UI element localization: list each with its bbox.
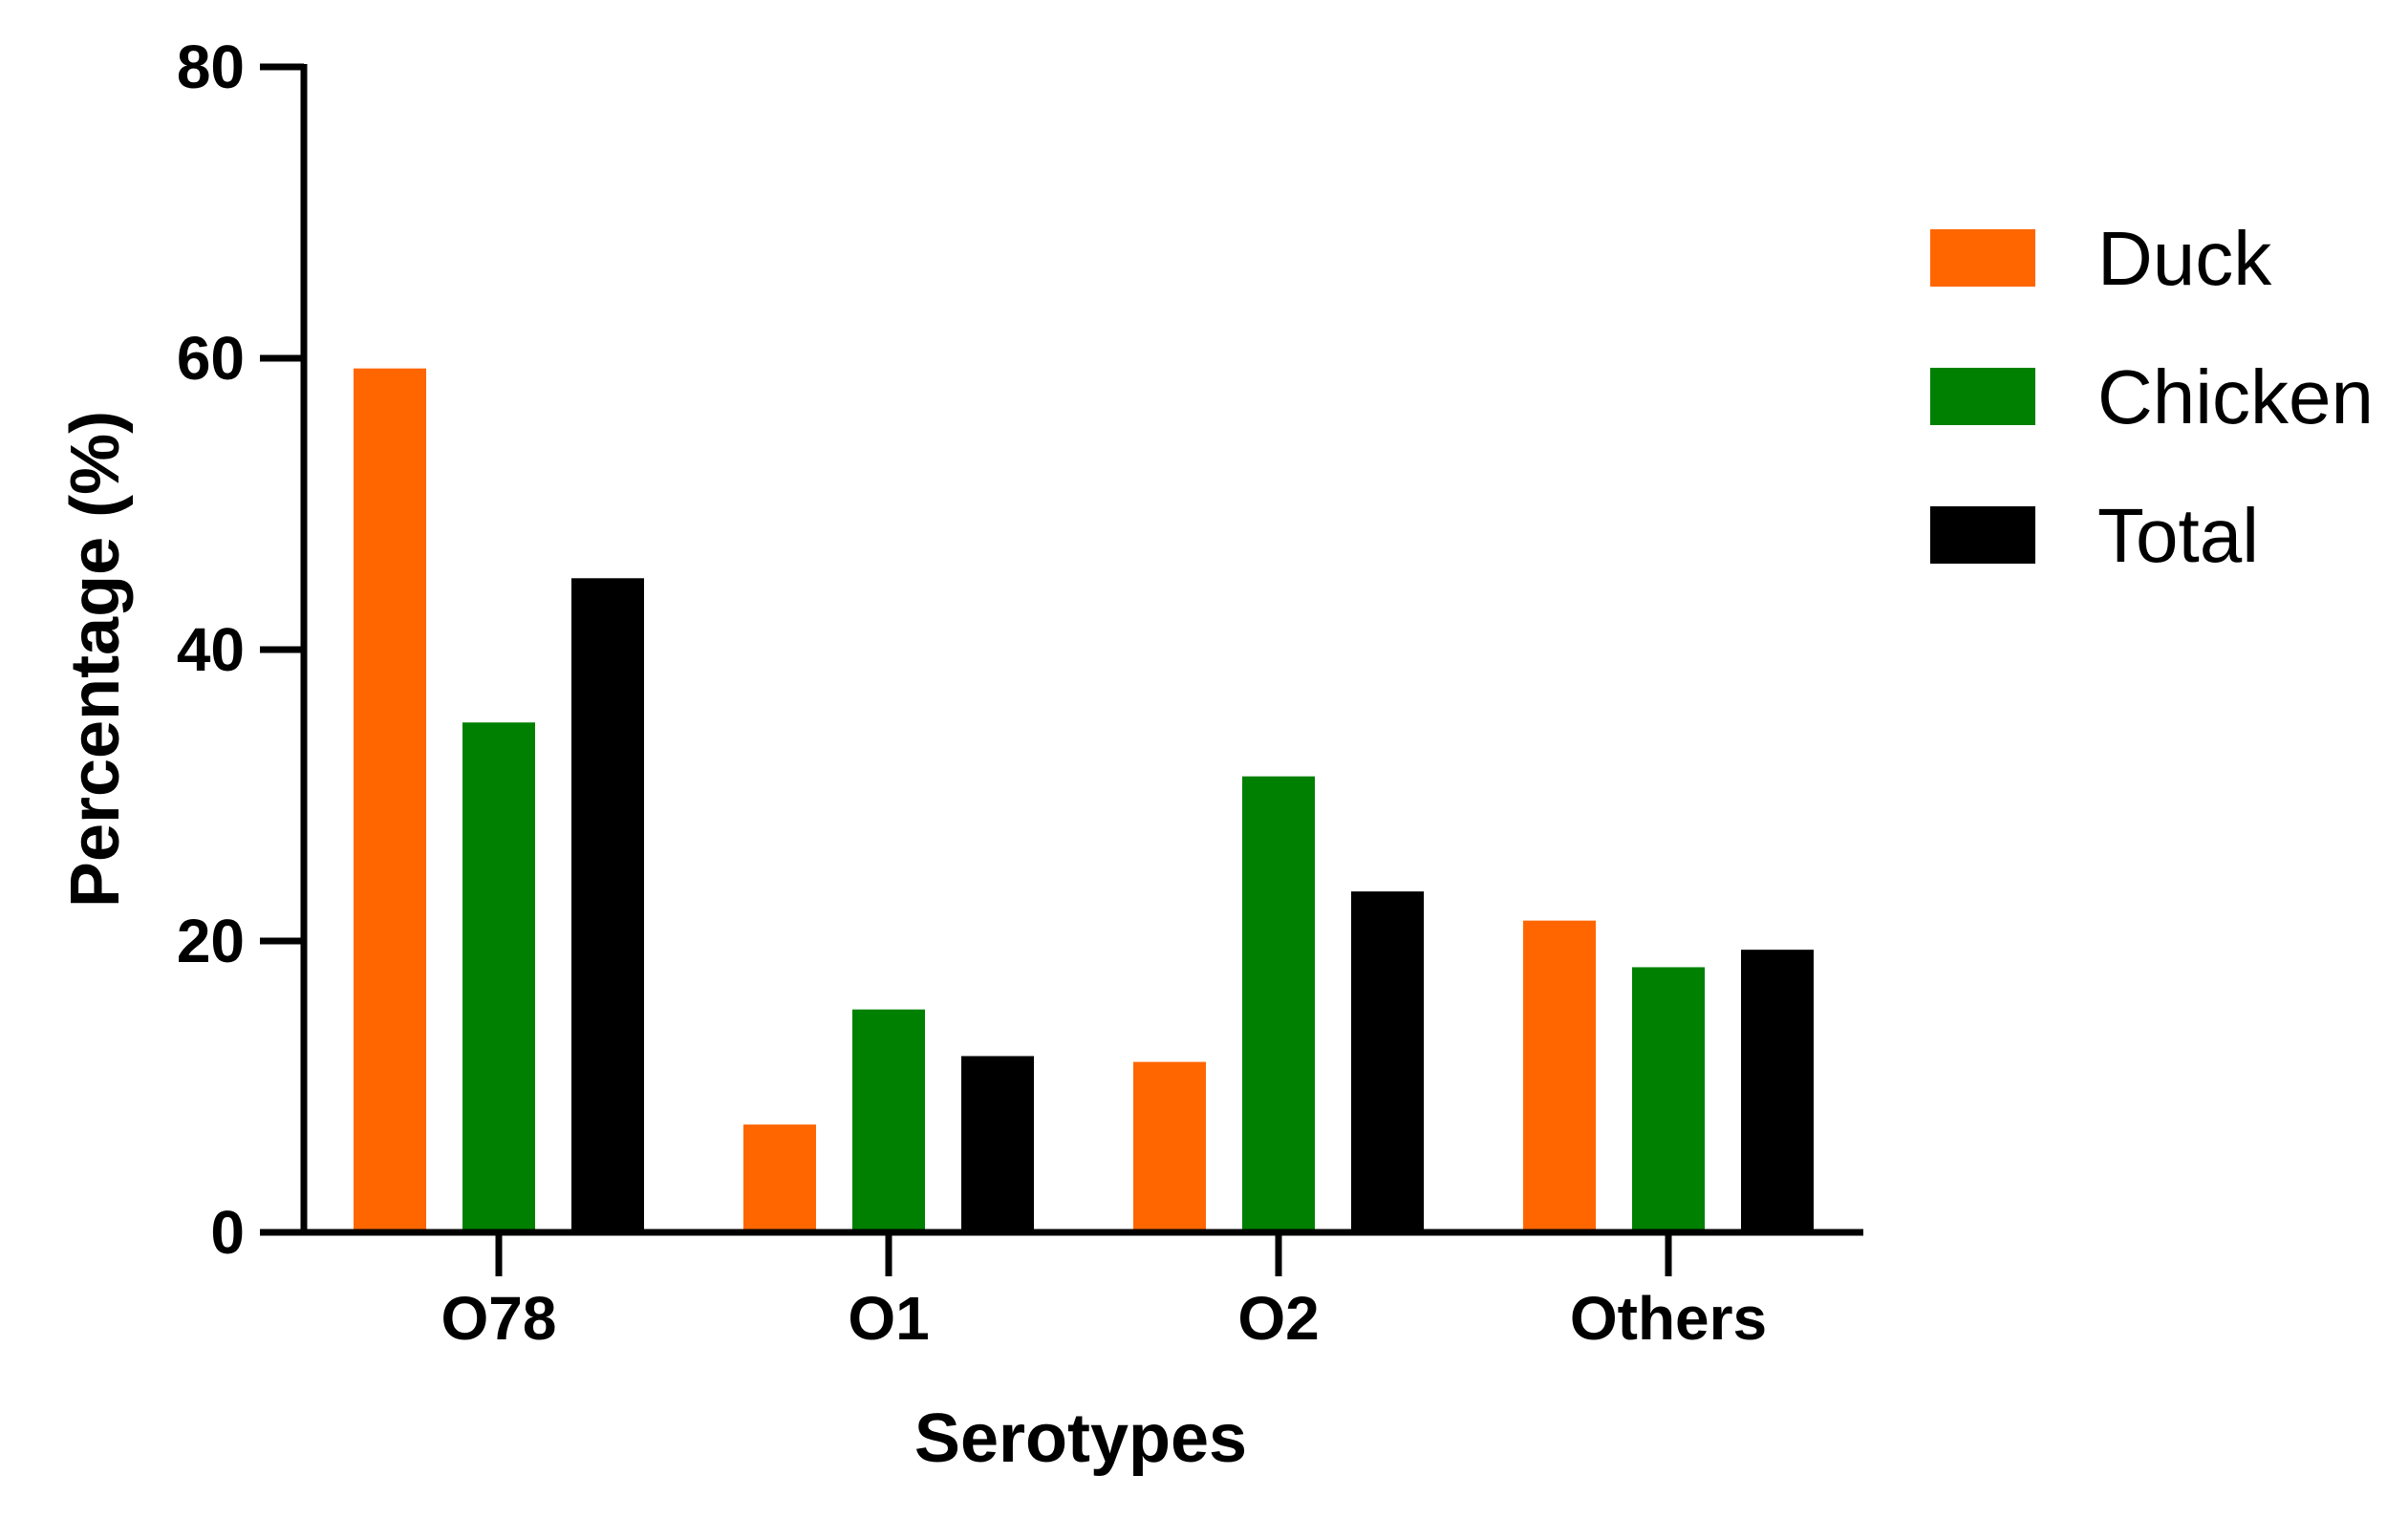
bar-chicken-o1	[852, 1009, 925, 1232]
y-axis-title: Percentage (%)	[57, 411, 134, 908]
bar-total-o78	[571, 578, 644, 1232]
bar-chicken-o2	[1242, 776, 1315, 1232]
bar-chicken-others	[1632, 967, 1705, 1232]
legend-swatch-duck	[1930, 229, 2035, 287]
legend: Duck Chicken Total	[1930, 216, 2374, 578]
x-axis-title: Serotypes	[914, 1400, 1247, 1477]
y-tick-label: 40	[177, 615, 245, 684]
y-tick-label: 0	[210, 1198, 245, 1267]
bar-total-o2	[1351, 891, 1424, 1232]
bar-duck-o2	[1133, 1061, 1206, 1232]
x-tick-label: Others	[1570, 1284, 1767, 1353]
legend-label-duck: Duck	[2097, 216, 2272, 301]
y-ticks: 0 20 40 60 80	[177, 32, 304, 1267]
bar-total-others	[1741, 950, 1814, 1232]
legend-swatch-chicken	[1930, 368, 2035, 425]
bar-duck-o78	[354, 368, 426, 1232]
x-tick-label: O78	[441, 1284, 557, 1353]
bars-layer	[354, 368, 1814, 1232]
x-ticks: O78 O1 O2 Others	[441, 1232, 1767, 1353]
bar-total-o1	[961, 1056, 1034, 1232]
y-tick-label: 20	[177, 907, 245, 975]
legend-swatch-total	[1930, 506, 2035, 564]
y-tick-label: 60	[177, 324, 245, 393]
x-tick-label: O2	[1237, 1284, 1319, 1353]
bar-duck-o1	[743, 1124, 816, 1232]
bar-chicken-o78	[462, 722, 535, 1232]
legend-label-total: Total	[2097, 493, 2259, 578]
bar-duck-others	[1523, 920, 1596, 1232]
x-tick-label: O1	[848, 1284, 929, 1353]
y-tick-label: 80	[177, 32, 245, 101]
legend-label-chicken: Chicken	[2097, 354, 2374, 439]
